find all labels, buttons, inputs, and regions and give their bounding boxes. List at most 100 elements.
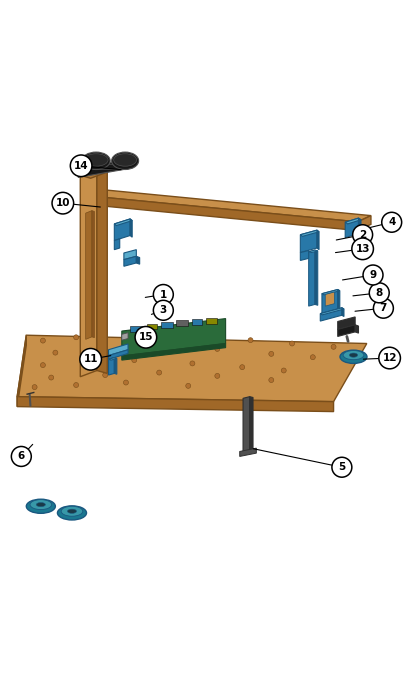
Circle shape (269, 378, 274, 383)
Circle shape (382, 212, 402, 232)
Polygon shape (345, 218, 361, 224)
Polygon shape (124, 249, 136, 260)
Polygon shape (109, 350, 128, 359)
Polygon shape (338, 317, 355, 329)
Ellipse shape (30, 499, 52, 510)
Polygon shape (161, 322, 173, 328)
Circle shape (32, 385, 37, 390)
Ellipse shape (67, 509, 76, 513)
Circle shape (80, 348, 102, 370)
Polygon shape (86, 211, 92, 339)
Polygon shape (322, 289, 340, 295)
Polygon shape (317, 230, 319, 249)
Text: 5: 5 (338, 462, 346, 472)
Polygon shape (315, 250, 318, 305)
Polygon shape (115, 239, 120, 249)
Text: 4: 4 (388, 217, 395, 227)
Polygon shape (122, 344, 226, 360)
Polygon shape (91, 190, 371, 222)
Polygon shape (301, 230, 317, 253)
Polygon shape (355, 325, 359, 333)
Polygon shape (338, 325, 355, 337)
Circle shape (269, 351, 274, 357)
Polygon shape (240, 448, 256, 456)
Polygon shape (320, 308, 342, 321)
Circle shape (310, 354, 315, 360)
Circle shape (186, 383, 191, 388)
Polygon shape (342, 308, 344, 317)
Polygon shape (136, 256, 140, 264)
Ellipse shape (82, 152, 110, 170)
Circle shape (190, 361, 195, 366)
Circle shape (290, 341, 295, 346)
Circle shape (373, 298, 393, 318)
Ellipse shape (61, 506, 83, 516)
Polygon shape (206, 317, 217, 324)
Text: 9: 9 (370, 270, 377, 280)
Ellipse shape (36, 502, 46, 507)
Circle shape (186, 333, 191, 338)
Circle shape (132, 358, 137, 363)
Text: 1: 1 (160, 289, 167, 300)
Polygon shape (308, 250, 318, 253)
Circle shape (123, 380, 128, 385)
Text: 11: 11 (84, 354, 98, 364)
Ellipse shape (112, 152, 139, 170)
Circle shape (369, 283, 389, 303)
Polygon shape (109, 358, 115, 375)
Circle shape (153, 300, 173, 320)
Circle shape (353, 225, 372, 245)
Circle shape (215, 346, 220, 351)
Polygon shape (243, 396, 250, 453)
Polygon shape (17, 396, 334, 412)
Circle shape (135, 326, 157, 348)
Circle shape (70, 155, 92, 177)
Circle shape (127, 330, 133, 335)
Polygon shape (301, 230, 319, 236)
Text: 13: 13 (355, 244, 370, 254)
Circle shape (352, 238, 373, 260)
Polygon shape (176, 320, 188, 326)
Polygon shape (308, 250, 315, 306)
Polygon shape (322, 289, 338, 313)
Circle shape (157, 344, 162, 348)
Polygon shape (109, 358, 117, 360)
Polygon shape (122, 333, 128, 340)
Circle shape (157, 370, 162, 375)
Polygon shape (80, 169, 107, 178)
Text: 14: 14 (74, 161, 89, 171)
Polygon shape (124, 256, 136, 267)
Polygon shape (359, 218, 361, 235)
Circle shape (215, 374, 220, 379)
Text: 15: 15 (139, 333, 153, 342)
Polygon shape (109, 344, 128, 356)
Polygon shape (96, 164, 125, 169)
Polygon shape (147, 324, 157, 329)
Polygon shape (122, 319, 226, 356)
Polygon shape (320, 308, 344, 315)
Ellipse shape (84, 154, 108, 166)
Ellipse shape (57, 506, 87, 520)
Polygon shape (17, 335, 26, 407)
Polygon shape (345, 218, 359, 238)
Text: 7: 7 (380, 303, 387, 313)
Polygon shape (78, 160, 126, 177)
Circle shape (74, 383, 79, 387)
Circle shape (332, 458, 352, 477)
Polygon shape (92, 211, 94, 338)
Polygon shape (115, 219, 130, 240)
Circle shape (363, 265, 383, 285)
Polygon shape (130, 219, 132, 237)
Polygon shape (80, 169, 97, 376)
Circle shape (82, 360, 87, 365)
Circle shape (153, 284, 173, 304)
Polygon shape (250, 396, 253, 452)
Polygon shape (301, 251, 308, 260)
Ellipse shape (343, 350, 364, 360)
Polygon shape (17, 335, 367, 402)
Polygon shape (358, 216, 371, 231)
Circle shape (53, 350, 58, 355)
Polygon shape (97, 169, 107, 374)
Ellipse shape (114, 154, 137, 166)
Polygon shape (115, 358, 117, 374)
